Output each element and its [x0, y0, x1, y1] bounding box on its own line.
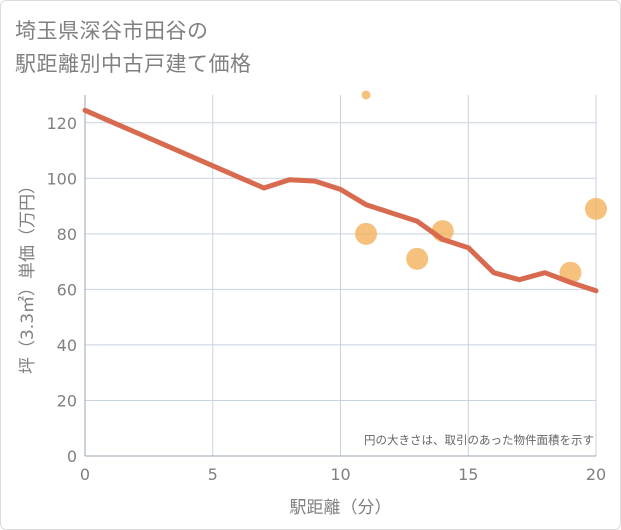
axes	[84, 95, 596, 457]
y-tick-label: 120	[46, 114, 77, 133]
x-tick-label: 10	[330, 465, 350, 484]
data-point	[355, 222, 378, 245]
x-axis-title: 駅距離（分）	[290, 498, 392, 518]
data-point	[406, 247, 429, 270]
title-line-2: 駅距離別中古戸建て価格	[15, 52, 252, 76]
size-note: 円の大きさは、取引のあった物件面積を示す	[364, 433, 594, 447]
y-tick-label: 40	[57, 336, 77, 355]
y-tick-label: 60	[57, 280, 77, 299]
chart-title: 埼玉県深谷市田谷の 駅距離別中古戸建て価格	[15, 15, 252, 81]
data-point	[585, 197, 607, 220]
data-points	[355, 90, 607, 284]
y-tick-label: 20	[57, 391, 77, 410]
axis-labels: 0 5 10 15 20 0 20 40 60 80 100 120 駅距離（分） 坪（3.3㎡）単価（万…	[18, 114, 606, 518]
y-tick-label: 80	[57, 225, 77, 244]
x-tick-label: 0	[80, 465, 90, 484]
grid-lines	[85, 95, 597, 456]
data-point	[361, 90, 371, 100]
y-tick-label: 100	[46, 169, 77, 188]
trend-line-group	[82, 107, 599, 294]
y-tick-label: 0	[67, 447, 77, 466]
title-line-1: 埼玉県深谷市田谷の	[15, 19, 209, 43]
x-tick-label: 20	[586, 465, 606, 484]
x-tick-label: 5	[208, 465, 218, 484]
y-axis-title: 坪（3.3㎡）単価（万円）	[18, 177, 38, 374]
trend-line	[82, 107, 599, 294]
x-tick-label: 15	[458, 465, 478, 484]
